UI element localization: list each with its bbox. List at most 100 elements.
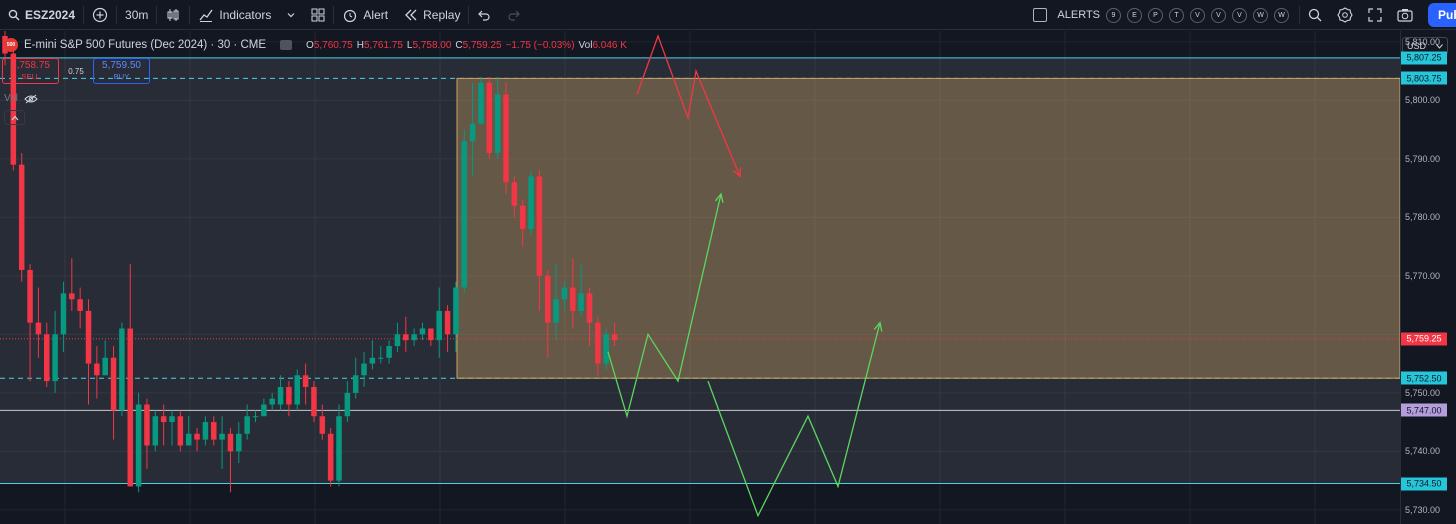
undo-button[interactable] [469,0,499,30]
candle-body [286,386,292,405]
candle-body [611,334,618,341]
alert-chip[interactable]: V [1211,7,1226,23]
alert-chip[interactable]: 9 [1106,7,1121,23]
candle-body [211,422,217,440]
divider [83,5,85,24]
alerts-checkbox[interactable] [1033,8,1048,22]
range-zone [0,57,1400,484]
candle-body [202,422,209,440]
toolbar-right: ALERTS 9 E P T V V V W W Publish [1027,0,1456,30]
candle-body [369,357,376,364]
price-label: 5,734.50 [1401,477,1447,490]
ohlc-values: O5,760.75 H5,761.75 L5,758.00 C5,759.25 … [306,40,627,51]
replay-label: Replay [423,7,461,22]
collapse-legend-button[interactable] [4,110,25,125]
price-tick: 5,780.00 [1405,212,1441,223]
publish-button[interactable]: Publish [1428,3,1456,27]
compare-button[interactable] [84,0,116,30]
candle-body [219,433,225,440]
legend-toggle-icon[interactable] [280,40,293,50]
high-key: H [356,39,364,51]
sell-label: SELL [21,72,40,81]
divider [468,5,470,24]
divider [116,5,118,24]
top-toolbar: ESZ2024 30m Indicators Alert Replay ALER… [0,0,1456,30]
chart-legend: 500 E-mini S&P 500 Futures (Dec 2024) · … [4,38,627,52]
candle-body [319,416,326,434]
camera-icon [1397,9,1413,22]
candle-body [419,328,426,335]
low-value: 5,758.00 [412,39,452,51]
divider [189,5,191,24]
candle-body [361,363,367,376]
layouts-button[interactable] [303,0,333,30]
candle-body [60,293,67,335]
price-label: 5,752.50 [1401,371,1447,385]
price-tick: 5,790.00 [1405,153,1441,164]
price-scale[interactable] [1400,31,1456,524]
alert-chip[interactable]: V [1190,7,1205,23]
symbol-logo: 500 [4,38,18,52]
publish-label: Publish [1438,8,1456,22]
alert-button[interactable]: Alert [334,0,396,30]
chart-type-button[interactable] [157,0,189,30]
redo-button[interactable] [499,0,529,30]
buy-button[interactable]: 5,759.50 BUY [93,58,150,84]
replay-button[interactable]: Replay [396,0,468,30]
candle-body [135,404,142,487]
sell-price: 5,758.75 [11,60,50,71]
indicators-label: Indicators [219,7,272,22]
candle-body [553,299,559,323]
eye-hidden-icon[interactable] [24,94,38,104]
candle-body [528,176,534,230]
candle-body [327,433,334,481]
candle-body [511,182,518,206]
candle-body [378,357,384,359]
interval-button[interactable]: 30m [117,0,156,30]
alert-chip[interactable]: T [1169,7,1184,23]
indicators-icon [199,9,213,22]
sell-button[interactable]: 5,758.75 SELL [2,58,59,84]
indicators-dropdown[interactable] [279,0,303,30]
alert-chip[interactable]: W [1253,7,1268,23]
search-icon [8,9,20,20]
low-key: L [406,39,413,51]
candle-body [102,357,108,376]
price-label: 5,747.00 [1401,403,1447,417]
candle-body [453,287,459,335]
candle-body [478,82,484,124]
quick-search-button[interactable] [1300,0,1330,30]
undo-icon [478,10,490,21]
currency-label: USD [1407,41,1427,51]
chevron-up-icon [11,115,18,120]
vol-key: Vol [578,39,593,51]
candle-body [252,416,259,418]
symbol-search[interactable]: ESZ2024 [0,0,83,30]
fullscreen-button[interactable] [1360,0,1390,30]
candle-body [44,334,50,382]
candle-body [35,322,42,335]
candle-body [336,416,342,481]
divider [333,5,335,24]
redo-icon [508,10,521,21]
fullscreen-icon [1368,8,1382,22]
alert-chip[interactable]: E [1127,7,1142,23]
candle-body [236,433,242,452]
bullish-projection-arrow-2-arrowhead [873,321,883,332]
rewind-icon [405,9,417,20]
legend-title[interactable]: E-mini S&P 500 Futures (Dec 2024) · 30 ·… [24,39,267,51]
volume-indicator-row: Vol [4,93,38,104]
candle-body [311,386,317,417]
volume-indicator-label[interactable]: Vol [4,93,18,104]
candle-body [110,357,117,411]
candle-body [244,416,250,434]
alert-chip[interactable]: V [1232,7,1247,23]
alert-chip[interactable]: P [1148,7,1163,23]
settings-button[interactable] [1330,0,1360,30]
alert-chip[interactable]: W [1274,7,1289,23]
snapshot-button[interactable] [1390,0,1420,30]
candle-body [69,293,75,300]
price-chart[interactable] [0,31,1400,524]
candle-body [294,375,300,405]
indicators-button[interactable]: Indicators [190,0,279,30]
